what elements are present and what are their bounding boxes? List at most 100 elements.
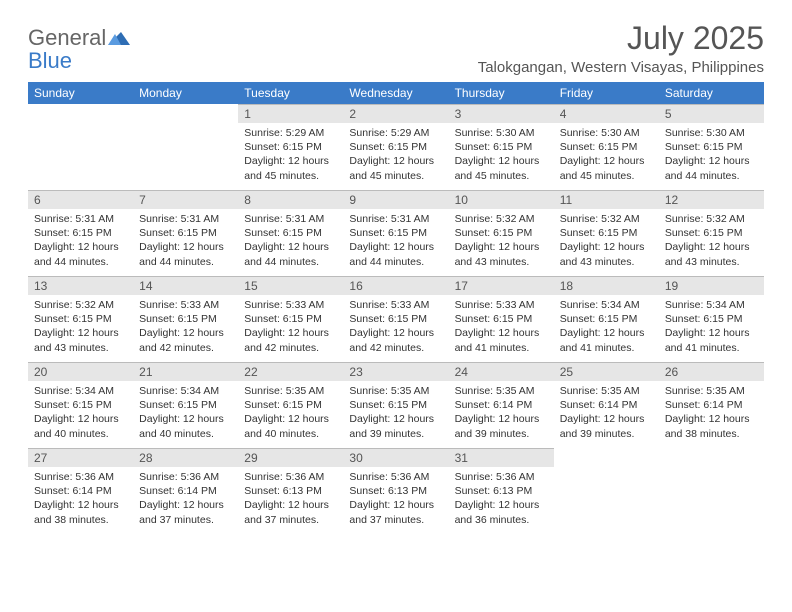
day-content: Sunrise: 5:34 AMSunset: 6:15 PMDaylight:… <box>133 381 238 445</box>
day-number: 4 <box>554 104 659 123</box>
weekday-header: Monday <box>133 82 238 104</box>
calendar-cell: 21Sunrise: 5:34 AMSunset: 6:15 PMDayligh… <box>133 362 238 448</box>
day-content: Sunrise: 5:35 AMSunset: 6:15 PMDaylight:… <box>238 381 343 445</box>
day-content: Sunrise: 5:35 AMSunset: 6:14 PMDaylight:… <box>554 381 659 445</box>
day-content: Sunrise: 5:31 AMSunset: 6:15 PMDaylight:… <box>343 209 448 273</box>
weekday-header: Wednesday <box>343 82 448 104</box>
calendar-cell: 6Sunrise: 5:31 AMSunset: 6:15 PMDaylight… <box>28 190 133 276</box>
day-number: 11 <box>554 190 659 209</box>
day-content: Sunrise: 5:35 AMSunset: 6:15 PMDaylight:… <box>343 381 448 445</box>
day-content: Sunrise: 5:29 AMSunset: 6:15 PMDaylight:… <box>238 123 343 187</box>
day-content: Sunrise: 5:32 AMSunset: 6:15 PMDaylight:… <box>28 295 133 359</box>
day-content: Sunrise: 5:36 AMSunset: 6:14 PMDaylight:… <box>28 467 133 531</box>
day-number: 2 <box>343 104 448 123</box>
day-number: 21 <box>133 362 238 381</box>
calendar-table: SundayMondayTuesdayWednesdayThursdayFrid… <box>28 82 764 534</box>
calendar-cell: 13Sunrise: 5:32 AMSunset: 6:15 PMDayligh… <box>28 276 133 362</box>
day-content: Sunrise: 5:30 AMSunset: 6:15 PMDaylight:… <box>449 123 554 187</box>
calendar-cell: 5Sunrise: 5:30 AMSunset: 6:15 PMDaylight… <box>659 104 764 190</box>
weekday-header: Sunday <box>28 82 133 104</box>
day-content: Sunrise: 5:34 AMSunset: 6:15 PMDaylight:… <box>554 295 659 359</box>
calendar-cell: 3Sunrise: 5:30 AMSunset: 6:15 PMDaylight… <box>449 104 554 190</box>
day-number: 16 <box>343 276 448 295</box>
day-number: 10 <box>449 190 554 209</box>
weekday-header: Friday <box>554 82 659 104</box>
day-content: Sunrise: 5:36 AMSunset: 6:13 PMDaylight:… <box>238 467 343 531</box>
calendar-cell: 4Sunrise: 5:30 AMSunset: 6:15 PMDaylight… <box>554 104 659 190</box>
day-number: 8 <box>238 190 343 209</box>
calendar-cell: 27Sunrise: 5:36 AMSunset: 6:14 PMDayligh… <box>28 448 133 534</box>
logo-general-text: General <box>28 25 106 50</box>
day-number: 6 <box>28 190 133 209</box>
day-content: Sunrise: 5:32 AMSunset: 6:15 PMDaylight:… <box>659 209 764 273</box>
day-number: 14 <box>133 276 238 295</box>
day-content: Sunrise: 5:36 AMSunset: 6:14 PMDaylight:… <box>133 467 238 531</box>
day-content: Sunrise: 5:31 AMSunset: 6:15 PMDaylight:… <box>238 209 343 273</box>
calendar-cell: 15Sunrise: 5:33 AMSunset: 6:15 PMDayligh… <box>238 276 343 362</box>
calendar-cell <box>28 104 133 190</box>
calendar-cell: 2Sunrise: 5:29 AMSunset: 6:15 PMDaylight… <box>343 104 448 190</box>
day-content: Sunrise: 5:32 AMSunset: 6:15 PMDaylight:… <box>554 209 659 273</box>
page-title: July 2025 <box>478 20 764 57</box>
weekday-header: Tuesday <box>238 82 343 104</box>
day-number: 31 <box>449 448 554 467</box>
calendar-cell: 22Sunrise: 5:35 AMSunset: 6:15 PMDayligh… <box>238 362 343 448</box>
calendar-cell: 8Sunrise: 5:31 AMSunset: 6:15 PMDaylight… <box>238 190 343 276</box>
day-content: Sunrise: 5:29 AMSunset: 6:15 PMDaylight:… <box>343 123 448 187</box>
day-content: Sunrise: 5:31 AMSunset: 6:15 PMDaylight:… <box>28 209 133 273</box>
day-number: 13 <box>28 276 133 295</box>
calendar-cell: 16Sunrise: 5:33 AMSunset: 6:15 PMDayligh… <box>343 276 448 362</box>
day-number: 5 <box>659 104 764 123</box>
day-number: 18 <box>554 276 659 295</box>
day-number: 12 <box>659 190 764 209</box>
day-number: 29 <box>238 448 343 467</box>
day-content: Sunrise: 5:33 AMSunset: 6:15 PMDaylight:… <box>238 295 343 359</box>
day-number: 17 <box>449 276 554 295</box>
day-content: Sunrise: 5:31 AMSunset: 6:15 PMDaylight:… <box>133 209 238 273</box>
day-content: Sunrise: 5:35 AMSunset: 6:14 PMDaylight:… <box>659 381 764 445</box>
location-text: Talokgangan, Western Visayas, Philippine… <box>478 59 764 76</box>
day-number: 15 <box>238 276 343 295</box>
calendar-cell: 31Sunrise: 5:36 AMSunset: 6:13 PMDayligh… <box>449 448 554 534</box>
day-number: 28 <box>133 448 238 467</box>
calendar-cell: 10Sunrise: 5:32 AMSunset: 6:15 PMDayligh… <box>449 190 554 276</box>
calendar-cell <box>659 448 764 534</box>
calendar-cell: 9Sunrise: 5:31 AMSunset: 6:15 PMDaylight… <box>343 190 448 276</box>
calendar-cell: 12Sunrise: 5:32 AMSunset: 6:15 PMDayligh… <box>659 190 764 276</box>
day-number: 24 <box>449 362 554 381</box>
calendar-cell: 29Sunrise: 5:36 AMSunset: 6:13 PMDayligh… <box>238 448 343 534</box>
day-number: 19 <box>659 276 764 295</box>
calendar-cell: 23Sunrise: 5:35 AMSunset: 6:15 PMDayligh… <box>343 362 448 448</box>
calendar-cell: 11Sunrise: 5:32 AMSunset: 6:15 PMDayligh… <box>554 190 659 276</box>
day-content: Sunrise: 5:30 AMSunset: 6:15 PMDaylight:… <box>554 123 659 187</box>
day-content: Sunrise: 5:33 AMSunset: 6:15 PMDaylight:… <box>343 295 448 359</box>
calendar-cell: 18Sunrise: 5:34 AMSunset: 6:15 PMDayligh… <box>554 276 659 362</box>
calendar-cell: 24Sunrise: 5:35 AMSunset: 6:14 PMDayligh… <box>449 362 554 448</box>
calendar-cell <box>133 104 238 190</box>
calendar-cell: 26Sunrise: 5:35 AMSunset: 6:14 PMDayligh… <box>659 362 764 448</box>
day-number: 26 <box>659 362 764 381</box>
day-content: Sunrise: 5:34 AMSunset: 6:15 PMDaylight:… <box>659 295 764 359</box>
calendar-cell: 7Sunrise: 5:31 AMSunset: 6:15 PMDaylight… <box>133 190 238 276</box>
day-content: Sunrise: 5:34 AMSunset: 6:15 PMDaylight:… <box>28 381 133 445</box>
calendar-cell: 20Sunrise: 5:34 AMSunset: 6:15 PMDayligh… <box>28 362 133 448</box>
calendar-cell: 19Sunrise: 5:34 AMSunset: 6:15 PMDayligh… <box>659 276 764 362</box>
day-content: Sunrise: 5:36 AMSunset: 6:13 PMDaylight:… <box>449 467 554 531</box>
day-content: Sunrise: 5:33 AMSunset: 6:15 PMDaylight:… <box>449 295 554 359</box>
day-content: Sunrise: 5:32 AMSunset: 6:15 PMDaylight:… <box>449 209 554 273</box>
day-content: Sunrise: 5:30 AMSunset: 6:15 PMDaylight:… <box>659 123 764 187</box>
calendar-cell: 28Sunrise: 5:36 AMSunset: 6:14 PMDayligh… <box>133 448 238 534</box>
day-number: 9 <box>343 190 448 209</box>
weekday-header: Saturday <box>659 82 764 104</box>
logo-blue-text: Blue <box>28 48 72 73</box>
calendar-cell: 25Sunrise: 5:35 AMSunset: 6:14 PMDayligh… <box>554 362 659 448</box>
day-content: Sunrise: 5:36 AMSunset: 6:13 PMDaylight:… <box>343 467 448 531</box>
day-number: 20 <box>28 362 133 381</box>
calendar-cell: 1Sunrise: 5:29 AMSunset: 6:15 PMDaylight… <box>238 104 343 190</box>
day-content: Sunrise: 5:35 AMSunset: 6:14 PMDaylight:… <box>449 381 554 445</box>
day-number: 22 <box>238 362 343 381</box>
day-number: 3 <box>449 104 554 123</box>
day-number: 23 <box>343 362 448 381</box>
triangle-icon <box>108 26 130 49</box>
day-number: 1 <box>238 104 343 123</box>
